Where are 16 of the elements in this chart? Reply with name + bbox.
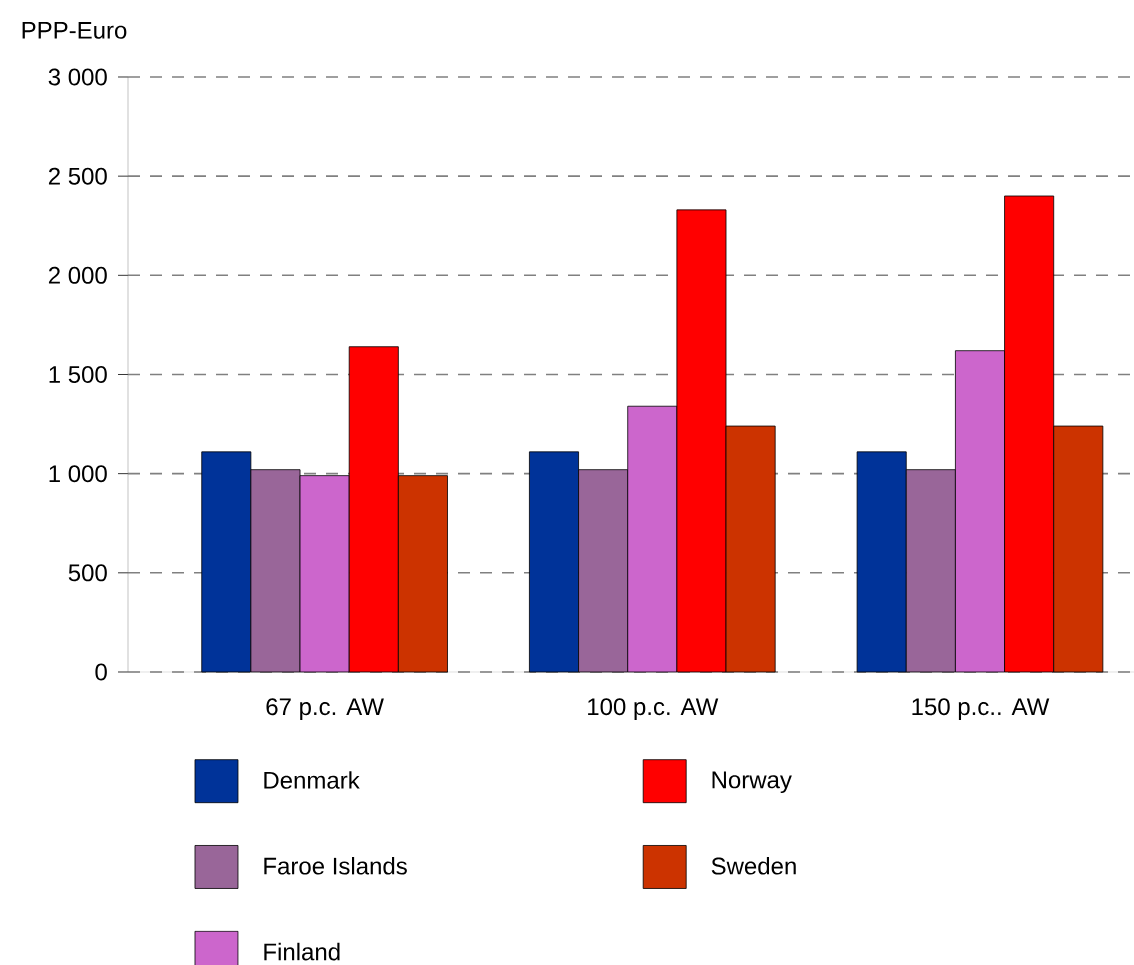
y-axis-title: PPP-Euro: [22, 22, 127, 39]
y-tick-label: 1 500: [49, 366, 107, 383]
x-tick-label: 67 p.c. AW: [266, 698, 384, 720]
y-tick-label: 0: [95, 663, 107, 681]
legend-label: Finland: [264, 942, 340, 961]
legend-label: Norway: [712, 771, 792, 794]
y-tick-label: 500: [68, 564, 107, 582]
y-tick-label: 1 000: [49, 465, 107, 483]
legend-label: Sweden: [711, 856, 796, 875]
y-tick-label: 2 500: [48, 167, 107, 185]
x-tick-label: 150 p.c.. AW: [912, 698, 1050, 720]
legend-label: Denmark: [264, 771, 360, 789]
legend-label: Faroe Islands: [264, 856, 407, 875]
x-tick-label: 100 p.c. AW: [588, 698, 719, 720]
y-tick-label: 2 000: [48, 266, 107, 284]
y-tick-label: 3 000: [48, 68, 107, 86]
